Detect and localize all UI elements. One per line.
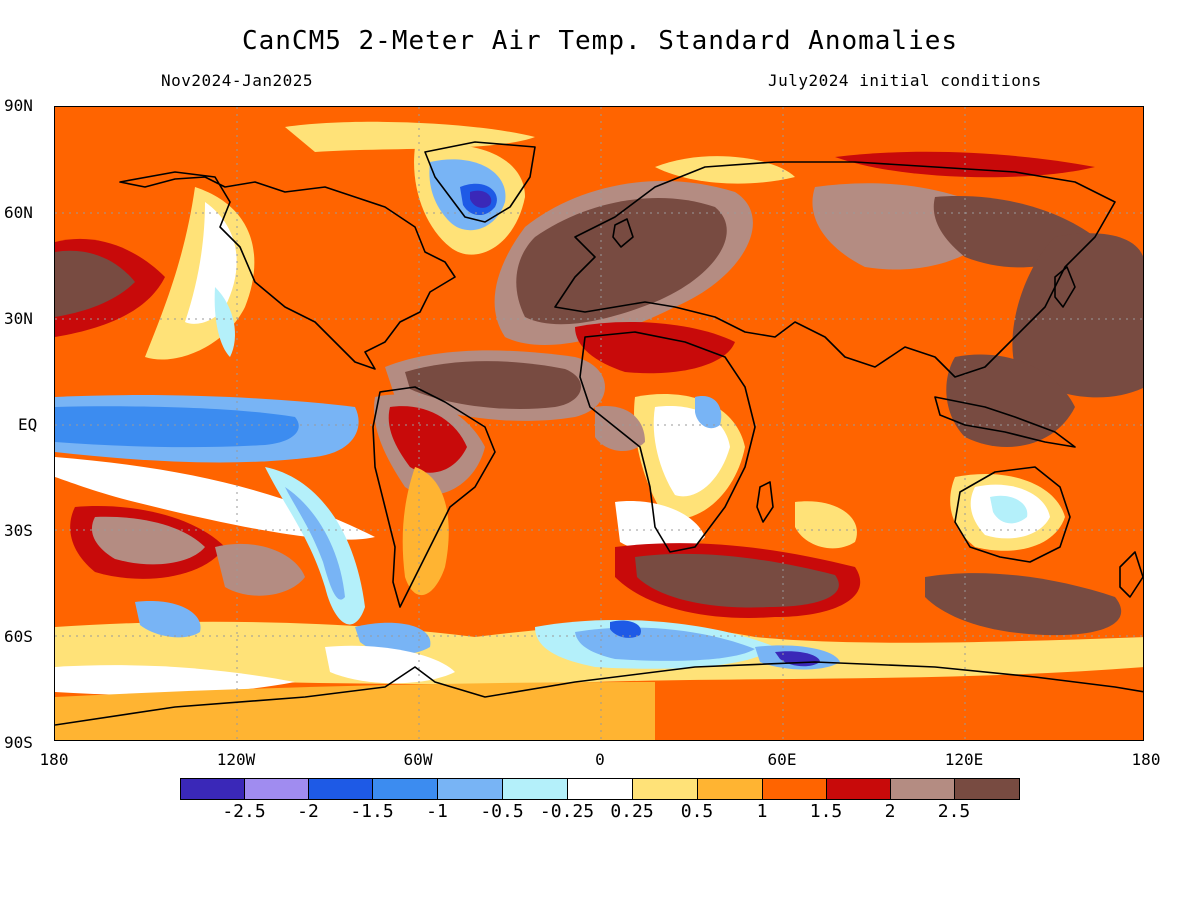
lon-label-180e: 180 <box>1131 750 1161 769</box>
anomaly-region <box>185 202 237 324</box>
legend-swatch <box>372 778 438 800</box>
anomaly-map <box>54 106 1144 741</box>
legend-label: -2 <box>297 801 319 822</box>
anomaly-region <box>990 495 1028 524</box>
legend-label: -1.5 <box>350 801 394 822</box>
legend-swatch <box>502 778 568 800</box>
forecast-period: Nov2024-Jan2025 <box>161 71 313 90</box>
coastline-greenland <box>424 141 536 223</box>
legend-swatch <box>308 778 373 800</box>
lat-label-60s: 60S <box>4 627 33 646</box>
lat-label-90s: 90S <box>4 733 33 752</box>
initial-conditions: July2024 initial conditions <box>768 71 1042 90</box>
lon-label-60e: 60E <box>767 750 797 769</box>
anomaly-region <box>325 645 455 684</box>
coastline-britain <box>612 218 634 248</box>
coastline-madagascar <box>756 481 774 523</box>
lat-label-60n: 60N <box>4 203 33 222</box>
legend-swatch <box>632 778 698 800</box>
anomaly-region <box>214 287 235 357</box>
legend-swatch <box>762 778 827 800</box>
anomaly-region <box>402 467 449 596</box>
anomaly-region <box>516 198 727 325</box>
anomaly-region <box>655 679 1143 740</box>
anomaly-region <box>55 665 295 695</box>
lat-label-30n: 30N <box>4 309 33 328</box>
coastline-eurasia <box>554 161 1116 378</box>
lon-label-0: 0 <box>595 750 605 769</box>
lon-label-120w: 120W <box>216 750 256 769</box>
anomaly-region <box>635 553 839 608</box>
legend-label: 0.5 <box>680 801 714 822</box>
anomaly-region <box>470 190 492 208</box>
anomaly-region <box>285 121 535 152</box>
legend-label: -0.25 <box>539 801 595 822</box>
anomaly-region <box>615 501 705 553</box>
lon-label-120e: 120E <box>944 750 984 769</box>
legend-swatch <box>890 778 955 800</box>
coastline-maritime-continent <box>934 396 1076 448</box>
anomaly-region <box>946 354 1075 447</box>
coastline-antarctica <box>55 661 1143 726</box>
anomaly-region <box>795 501 857 549</box>
anomaly-region <box>55 107 1143 170</box>
lat-label-30s: 30S <box>4 521 33 540</box>
legend-swatch <box>954 778 1020 800</box>
legend-label: -1 <box>426 801 448 822</box>
anomaly-region <box>575 322 735 374</box>
legend-swatch <box>826 778 891 800</box>
anomaly-region <box>405 361 582 409</box>
anomaly-region <box>595 406 645 452</box>
legend-swatch <box>697 778 763 800</box>
legend-swatch <box>180 778 245 800</box>
legend-label: -2.5 <box>222 801 266 822</box>
graticule <box>55 107 1143 740</box>
anomaly-region <box>695 396 722 429</box>
coastline-australia <box>954 466 1071 563</box>
legend-label: 2 <box>884 801 896 822</box>
lon-label-180w: 180 <box>39 750 69 769</box>
coastline-north-america <box>119 171 456 370</box>
legend-swatch <box>244 778 309 800</box>
lat-label-eq: EQ <box>18 415 38 434</box>
legend-label: 1 <box>756 801 768 822</box>
lon-label-60w: 60W <box>403 750 433 769</box>
legend-label: -0.5 <box>480 801 524 822</box>
legend-swatch <box>567 778 633 800</box>
legend-label: 1.5 <box>809 801 843 822</box>
anomaly-region <box>55 406 299 448</box>
legend-swatch <box>437 778 503 800</box>
legend-label: 2.5 <box>937 801 971 822</box>
anomaly-region <box>388 406 467 473</box>
lat-label-90n: 90N <box>4 96 33 115</box>
anomaly-region <box>610 620 641 638</box>
anomaly-region <box>91 516 205 565</box>
map-title: CanCM5 2-Meter Air Temp. Standard Anomal… <box>241 26 959 56</box>
coastline-new-zealand <box>1119 551 1143 598</box>
anomaly-region <box>653 406 730 497</box>
coastlines <box>55 141 1143 726</box>
anomaly-region <box>135 601 201 638</box>
anomaly-region <box>355 622 431 655</box>
coastline-south-america <box>372 386 496 608</box>
coastline-africa <box>579 331 756 553</box>
anomaly-region <box>285 487 345 600</box>
anomaly-region <box>925 573 1122 636</box>
anomaly-region <box>55 250 135 317</box>
coastline-japan <box>1054 266 1076 308</box>
legend-label: 0.25 <box>610 801 654 822</box>
anomaly-region <box>1012 233 1143 398</box>
